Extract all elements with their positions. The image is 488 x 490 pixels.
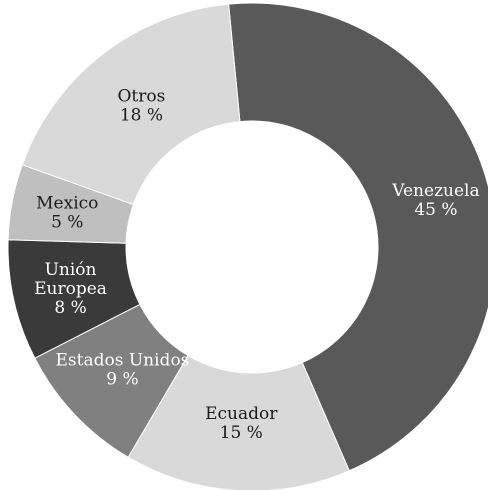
slice-label-venezuela: Venezuela 45 % <box>391 181 479 220</box>
donut-slices <box>7 2 488 490</box>
slice-ecuador <box>127 354 350 490</box>
slice-value-label: 8 % <box>54 298 86 318</box>
slice-category-label: Otros <box>117 86 165 106</box>
slice-label-mexico: Mexico 5 % <box>36 194 98 233</box>
slice-category-label: Mexico <box>36 194 98 214</box>
slice-value-label: 15 % <box>220 423 263 443</box>
slice-label-ecuador: Ecuador 15 % <box>205 404 278 443</box>
slice-category-label: Unión <box>45 260 97 280</box>
slice-label-otros: Otros 18 % <box>117 86 165 125</box>
slice-category-label: Estados Unidos <box>56 351 190 371</box>
slice-value-label: 18 % <box>120 105 163 125</box>
slice-label-estados-unidos: Estados Unidos 9 % <box>56 351 190 390</box>
slice-label-union-europea: Unión Europea 8 % <box>34 260 107 318</box>
slice-category-label: Europea <box>34 279 107 299</box>
slice-value-label: 45 % <box>414 200 457 220</box>
slice-value-label: 9 % <box>106 370 138 390</box>
slice-value-label: 5 % <box>51 213 83 233</box>
slice-category-label: Venezuela <box>391 181 479 201</box>
slice-otros <box>21 3 241 206</box>
slice-category-label: Ecuador <box>205 404 278 424</box>
slice-labels: Venezuela 45 % Ecuador 15 % Estados Unidos 9 … <box>34 86 479 443</box>
slice-venezuela <box>228 2 488 472</box>
